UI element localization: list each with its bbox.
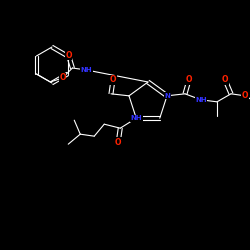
Text: O: O — [242, 91, 248, 100]
Text: N: N — [164, 93, 170, 99]
Text: NH: NH — [195, 97, 207, 103]
Text: O: O — [186, 75, 192, 84]
Text: O: O — [110, 75, 116, 84]
Text: NH: NH — [130, 115, 142, 121]
Text: O: O — [222, 75, 228, 84]
Text: O: O — [59, 74, 66, 82]
Text: O: O — [115, 138, 121, 147]
Text: NH: NH — [80, 67, 92, 73]
Text: O: O — [65, 50, 72, 59]
